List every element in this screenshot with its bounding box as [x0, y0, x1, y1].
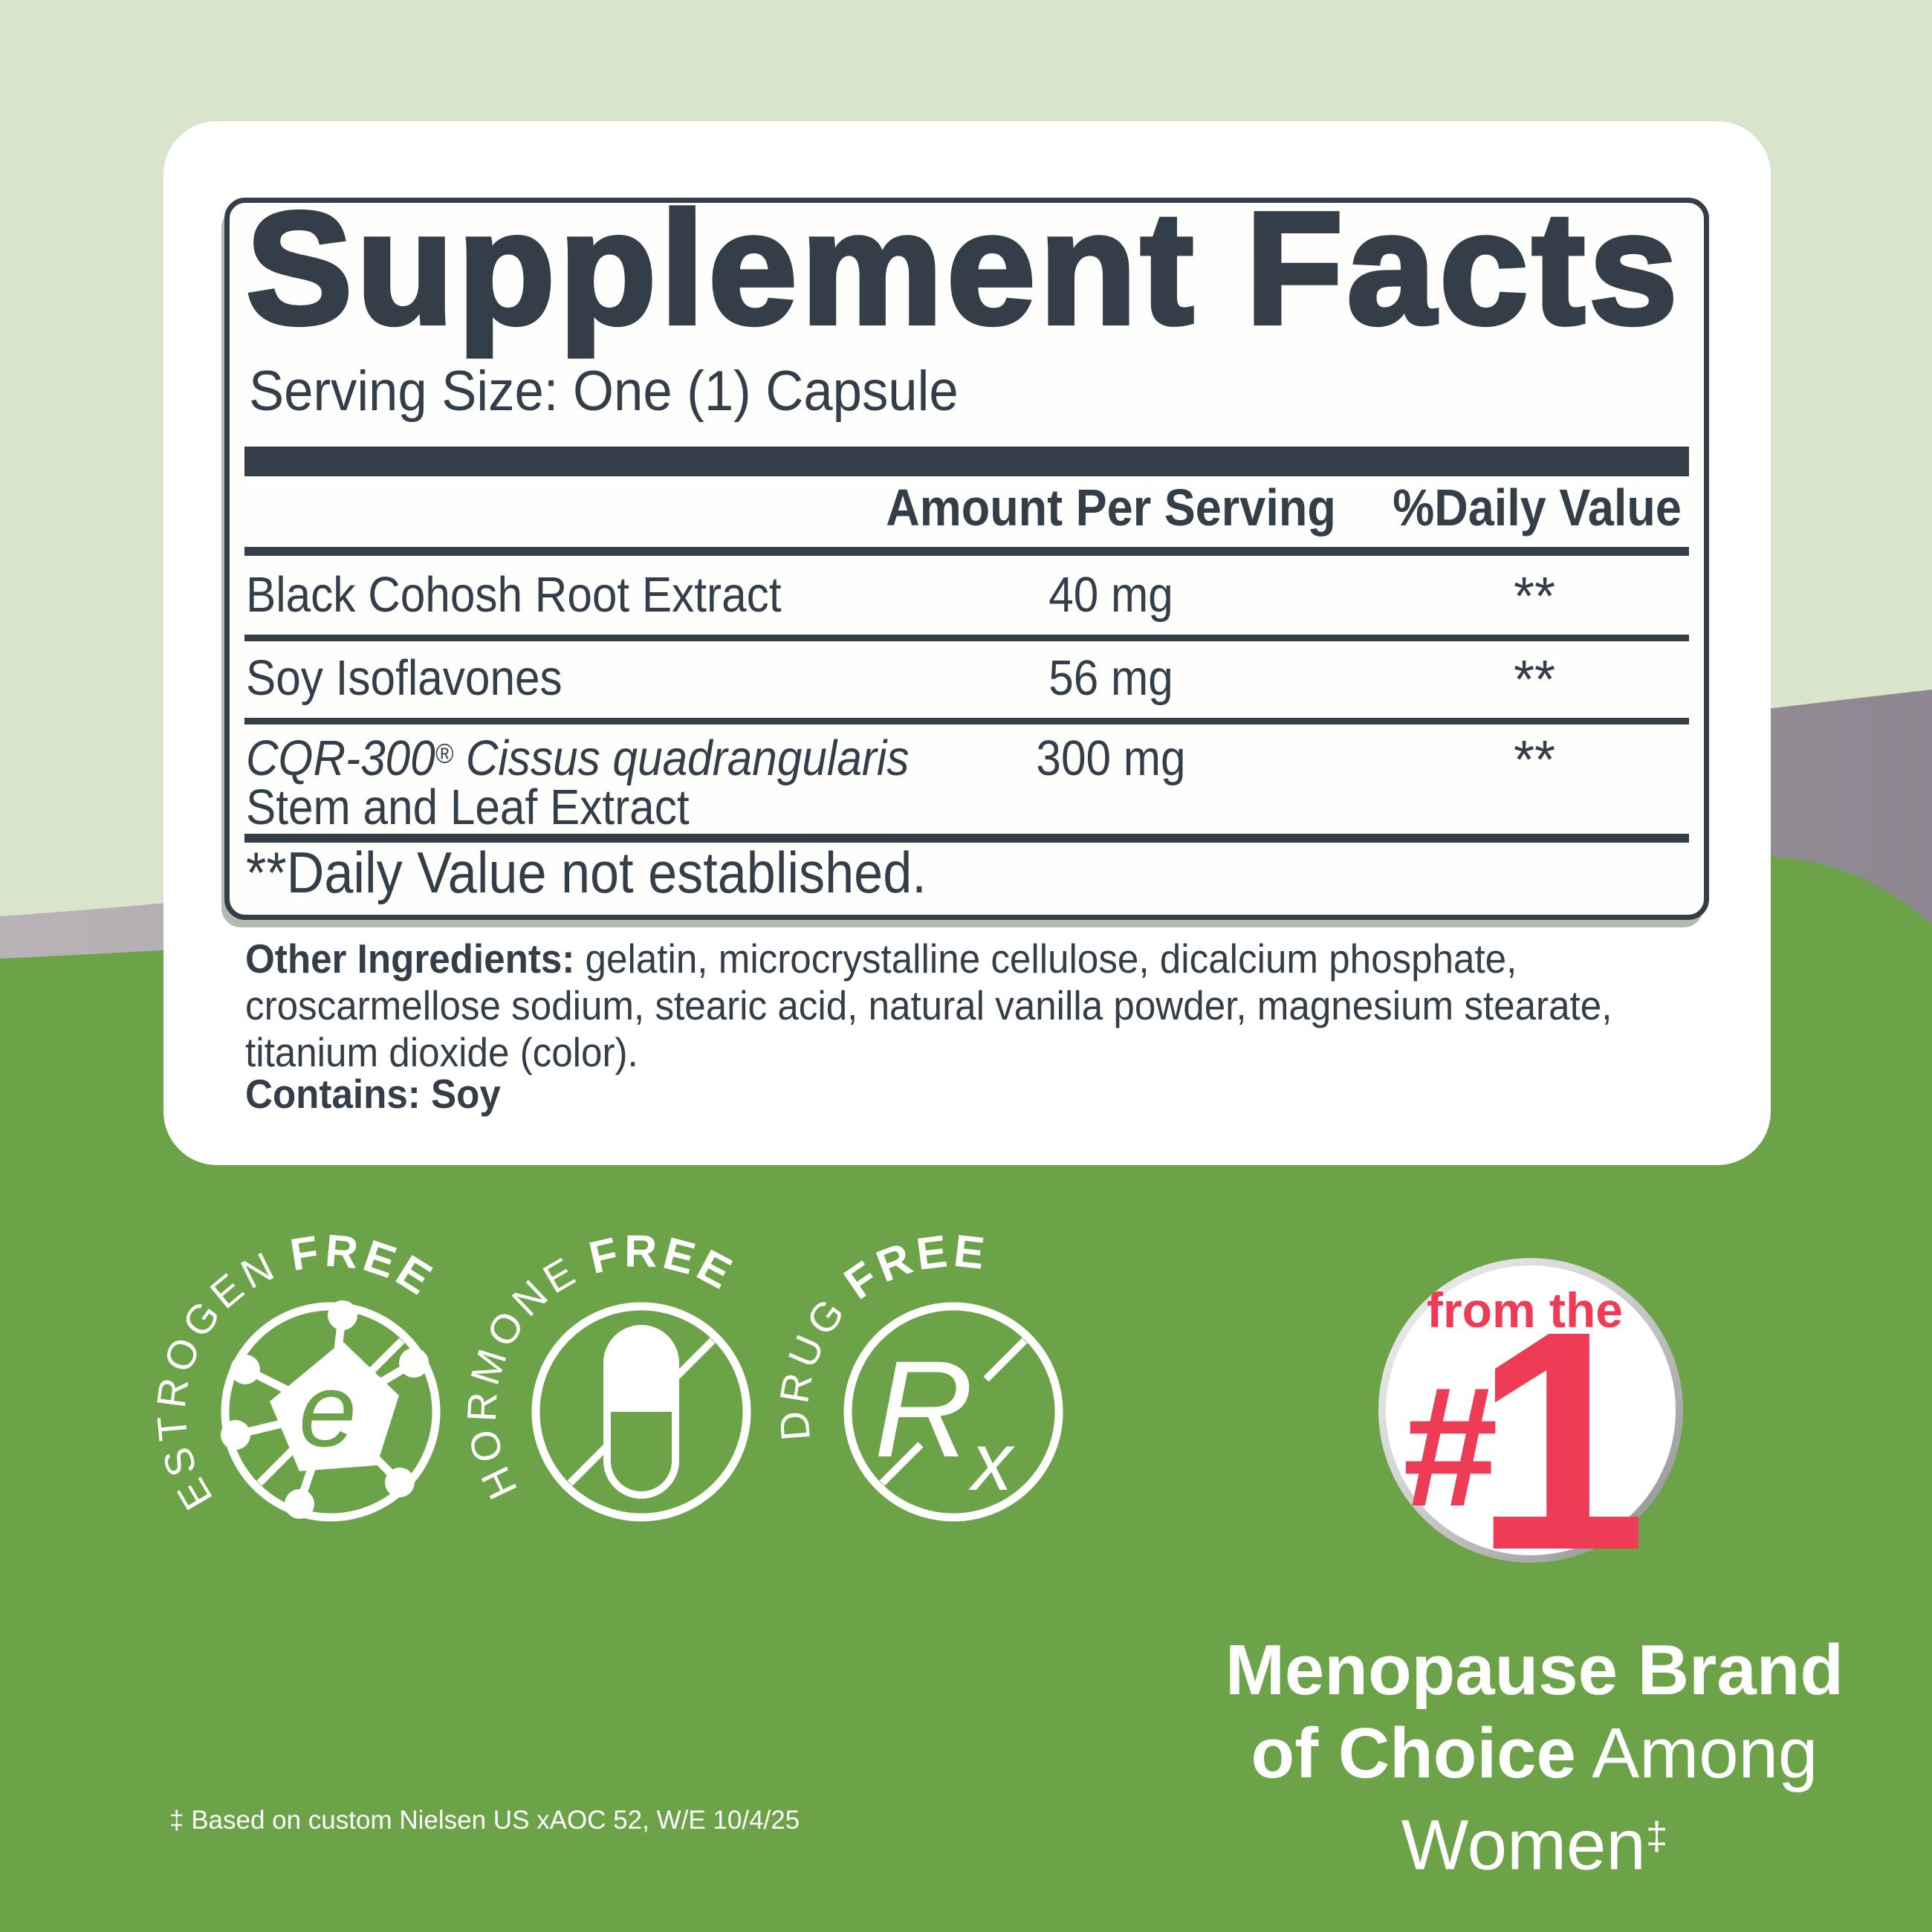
svg-text:R: R [874, 1333, 973, 1486]
serving-size: Serving Size: One (1) Capsule [249, 360, 959, 423]
slash-lower [567, 1445, 609, 1486]
slash-lower [879, 1442, 924, 1486]
rank-number: 1 [1474, 1267, 1647, 1570]
ingredient-daily-value: ** [1513, 567, 1556, 626]
nielsen-footnote: ‡ Based on custom Nielsen US xAOC 52, W/… [169, 1806, 800, 1835]
claim-line1: Menopause Brand [1225, 1630, 1844, 1710]
capsule-icon [603, 1325, 679, 1499]
divider [244, 547, 1689, 556]
other-ingredients: Other Ingredients: gelatin, microcrystal… [245, 936, 1612, 1076]
divider [244, 635, 1689, 641]
ingredient-amount: 40 mg [1048, 567, 1173, 623]
other-ingredients-line1: gelatin, microcrystalline cellulose, dic… [585, 936, 1517, 982]
label-card: Supplement Facts Serving Size: One (1) C… [163, 121, 1771, 1165]
svg-text:x: x [968, 1416, 1016, 1508]
badge-ring [531, 1302, 751, 1522]
other-ingredients-line2: croscarmellose sodium, stearic acid, nat… [245, 982, 1612, 1028]
badge-ring [843, 1302, 1063, 1522]
ingredient-name: Black Cohosh Root Extract [246, 567, 782, 623]
column-header-daily-value: %Daily Value [1393, 479, 1682, 537]
slash-upper [674, 1338, 716, 1379]
other-ingredients-line3: titanium dioxide (color). [245, 1029, 638, 1075]
ingredient-name-line2: Stem and Leaf Extract [246, 779, 690, 835]
supplement-facts-panel: Supplement Facts Serving Size: One (1) C… [224, 186, 1709, 920]
ingredient-brand: CQR-300 [246, 730, 435, 786]
header-bar [244, 447, 1689, 476]
molecule-letter: e [299, 1352, 357, 1468]
ingredient-species: Cissus quadrangularis [453, 730, 910, 786]
panel-title: Supplement Facts [244, 178, 1682, 357]
divider [244, 718, 1689, 724]
claim-text: Menopause Brand of Choice Among Women‡ [1170, 1629, 1899, 1887]
divider [244, 834, 1689, 843]
ingredient-name: Soy Isoflavones [246, 650, 563, 706]
estrogen-molecule-icon: e [221, 1300, 429, 1519]
ingredient-daily-value: ** [1513, 650, 1556, 710]
rx-icon: R x [874, 1333, 1015, 1508]
ingredient-amount: 300 mg [1036, 730, 1186, 786]
molecule-pentagon [270, 1341, 399, 1471]
number-one-badge: from the # 1 [1378, 1258, 1683, 1570]
claim-footnote-mark: ‡ [1645, 1815, 1668, 1858]
other-ingredients-label: Other Ingredients: [245, 936, 586, 982]
ingredient-daily-value: ** [1513, 730, 1556, 790]
contains-statement: Contains: Soy [245, 1071, 501, 1117]
claim-line3: Women [1401, 1805, 1646, 1885]
claim-line2-regular: Among [1575, 1714, 1818, 1793]
badge-hormone-free: HORMONEFREE [463, 1226, 751, 1522]
badge-arc-text: HORMONEFREE [463, 1226, 743, 1506]
badge-drug-free: R x DRUGFREE [775, 1226, 1063, 1522]
ingredient-amount: 56 mg [1048, 650, 1173, 706]
rank-intro: from the [1427, 1283, 1623, 1338]
rank-hash: # [1403, 1351, 1498, 1542]
claim-line2-bold: of Choice [1251, 1714, 1576, 1793]
number-one-badge-circle [1378, 1258, 1683, 1563]
slash-upper [983, 1338, 1028, 1382]
ingredient-name: CQR-300® Cissus quadrangularis [246, 733, 909, 783]
badge-estrogen-free: e ESTROGENFREE [152, 1226, 441, 1522]
registered-mark: ® [435, 738, 454, 769]
column-header-amount: Amount Per Serving [886, 479, 1336, 537]
daily-value-note: **Daily Value not established. [246, 840, 927, 905]
